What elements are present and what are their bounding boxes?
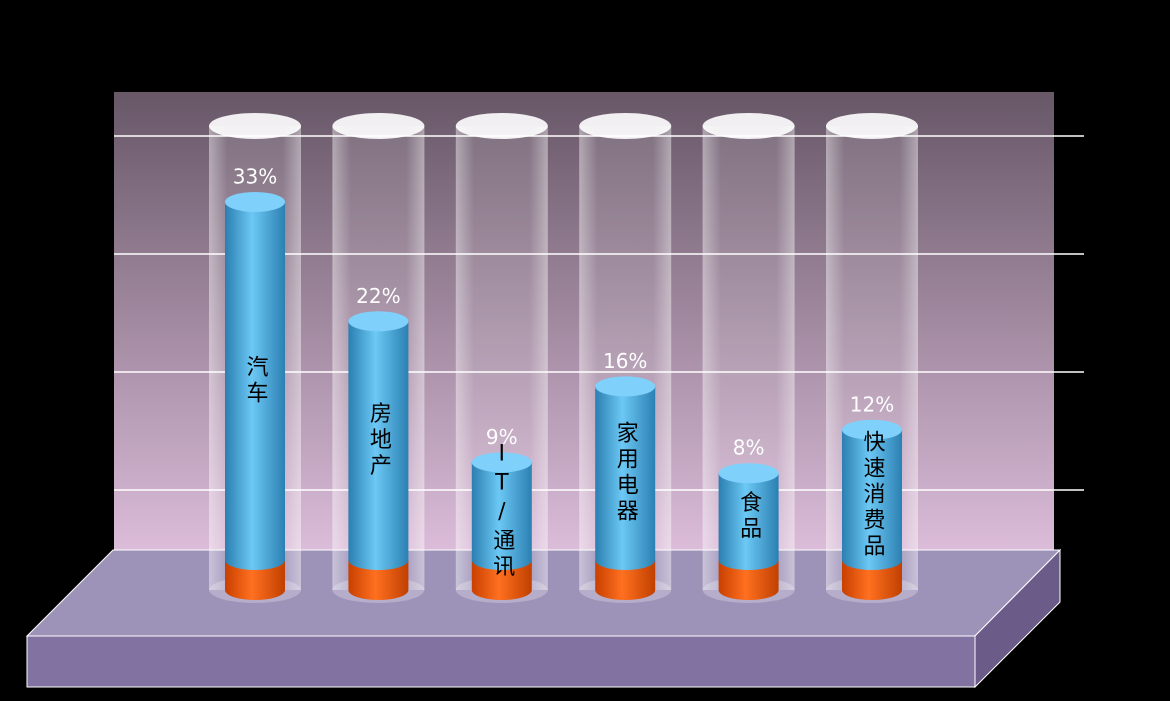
bar-base [718, 560, 779, 600]
category-label: 家用电器 [613, 421, 639, 525]
bar-base [595, 560, 656, 600]
bar-top [842, 419, 902, 440]
bar [225, 201, 285, 570]
tube-top [579, 113, 672, 139]
bar-base [348, 560, 409, 600]
bar-base [225, 560, 285, 600]
tube-top [702, 113, 795, 139]
bar-top [718, 463, 779, 484]
category-label: 快速消费品 [860, 430, 886, 560]
bar-base [471, 560, 532, 600]
bar-top [595, 376, 656, 397]
bar-top [348, 311, 409, 332]
bar [842, 429, 902, 570]
bar [718, 473, 779, 570]
tube-top [826, 113, 918, 139]
category-label: IT/通讯 [489, 442, 515, 581]
tube-top [455, 113, 548, 139]
value-label: 9% [486, 425, 518, 449]
category-label: 房地产 [366, 402, 392, 480]
value-label: 12% [850, 392, 894, 416]
bar-base [842, 560, 902, 600]
value-label: 8% [733, 436, 765, 460]
tube-top [332, 113, 425, 139]
bar [471, 462, 532, 570]
value-label: 16% [603, 349, 647, 373]
category-label: 汽车 [243, 355, 269, 407]
bars: 33% 汽车 22% 房地产 9%IT/通讯 16% 家用电器 8% 食品 12% 快速消费品 [209, 113, 918, 603]
platform-side [974, 548, 1061, 689]
value-label: 33% [233, 164, 277, 188]
category-label: 食品 [736, 491, 762, 543]
platform-front [26, 635, 976, 688]
bar-top [225, 191, 285, 212]
bar-top [471, 452, 532, 473]
tube-top [209, 113, 301, 139]
bar [348, 321, 409, 570]
value-label: 22% [356, 284, 400, 308]
bar [595, 386, 656, 570]
